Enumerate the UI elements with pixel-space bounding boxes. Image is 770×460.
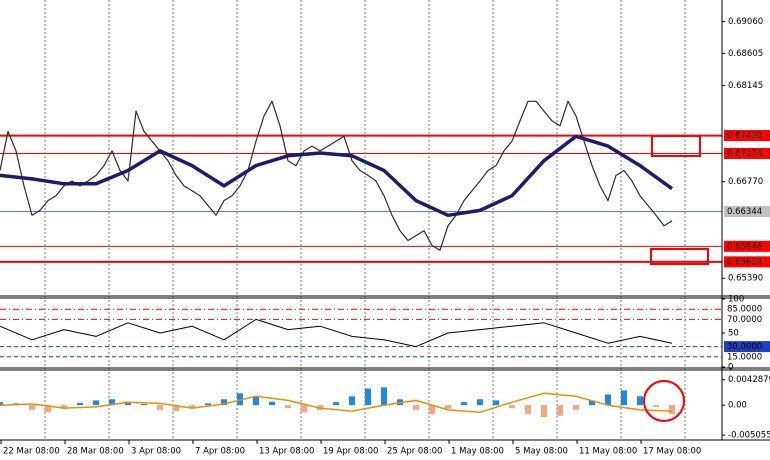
x-tick-label: 22 Mar 08:00 (3, 447, 60, 457)
histogram-bar (0, 402, 3, 406)
level-label: 30.0000 (727, 342, 762, 352)
y-tick-label: 0.00 (728, 401, 747, 411)
histogram-bar (301, 405, 307, 413)
y-tick-label: 0.65390 (728, 274, 763, 284)
y-tick-label: 100 (728, 295, 744, 305)
histogram-bar (109, 399, 115, 406)
histogram-bar (61, 405, 67, 409)
level-label: 85.0000 (727, 305, 762, 315)
histogram-bar (413, 405, 419, 410)
histogram-bar (205, 403, 211, 406)
y-tick-label: 0.66770 (728, 177, 763, 187)
histogram-bar (429, 405, 435, 415)
x-tick-label: 25 Apr 08:00 (387, 447, 442, 457)
histogram-bar (493, 400, 499, 406)
y-tick-label: 0.68145 (728, 81, 763, 91)
highlight-circle (643, 380, 685, 422)
histogram-bar (461, 402, 467, 406)
histogram-bar (525, 405, 531, 415)
level-label: 0.65624 (727, 257, 762, 267)
histogram-bar (141, 403, 147, 406)
x-tick-label: 5 May 08:00 (515, 447, 568, 457)
plot-layer (0, 0, 722, 444)
histogram-bar (573, 405, 579, 410)
histogram-bar (621, 390, 627, 406)
level-label: 0.67174 (727, 149, 762, 159)
level-label-box (724, 147, 770, 159)
x-tick-label: 3 Apr 08:00 (131, 447, 181, 457)
y-tick-label: 0 (728, 363, 733, 373)
histogram-bar (365, 388, 371, 406)
x-tick-label: 17 May 08:00 (643, 447, 701, 457)
series-line (0, 134, 674, 218)
level-label-box (724, 240, 770, 252)
histogram-bar (477, 399, 483, 406)
level-label-box (724, 256, 770, 268)
histogram-bar (173, 405, 179, 412)
histogram-bar (541, 405, 547, 418)
histogram-bar (349, 396, 355, 406)
x-tick-label: 1 May 08:00 (451, 447, 504, 457)
level-label: 15.0000 (727, 352, 762, 362)
histogram-bar (557, 405, 563, 416)
y-tick-label: -0.0050552 (728, 431, 770, 441)
histogram-bar (445, 405, 451, 409)
level-label: 0.66344 (727, 207, 762, 217)
y-tick-label: 0.0042879 (728, 375, 770, 385)
histogram-bar (77, 402, 83, 406)
level-label: 0.65846 (727, 242, 762, 252)
histogram-bar (189, 405, 195, 409)
target-box (651, 135, 701, 157)
histogram-bar (589, 400, 595, 406)
histogram-bar (237, 393, 243, 406)
histogram-bar (125, 401, 131, 406)
histogram-bar (45, 405, 51, 413)
histogram-bar (637, 396, 643, 406)
histogram-bar (29, 405, 35, 410)
histogram-bar (509, 405, 515, 409)
x-tick-label: 13 Apr 08:00 (259, 447, 314, 457)
histogram-bar (381, 387, 387, 406)
x-tick-label: 19 Apr 08:00 (323, 447, 378, 457)
histogram-bar (221, 399, 227, 406)
series-line (0, 392, 673, 414)
histogram-bar (333, 402, 339, 406)
level-label-box (724, 130, 770, 142)
series-line (0, 318, 673, 348)
histogram-bar (669, 405, 675, 415)
x-tick-label: 28 Mar 08:00 (67, 447, 124, 457)
histogram-bar (285, 405, 291, 409)
histogram-bar (253, 396, 259, 406)
histogram-bar (93, 400, 99, 406)
x-tick-label: 7 Apr 08:00 (195, 447, 245, 457)
level-label-box (724, 341, 770, 353)
histogram-bar (653, 405, 659, 407)
x-tick-label: 11 May 08:00 (579, 447, 637, 457)
y-tick-label: 0.68605 (728, 49, 763, 59)
level-label: 70.0000 (727, 315, 762, 325)
histogram-bar (269, 401, 275, 406)
series-line (0, 100, 673, 251)
y-tick-label: 0.69060 (728, 17, 763, 27)
y-tick-label: 50 (728, 329, 739, 339)
histogram-bar (157, 405, 163, 410)
level-label: 0.67430 (727, 131, 762, 141)
level-label-box (724, 206, 770, 218)
target-box (650, 248, 709, 265)
histogram-bar (605, 394, 611, 406)
